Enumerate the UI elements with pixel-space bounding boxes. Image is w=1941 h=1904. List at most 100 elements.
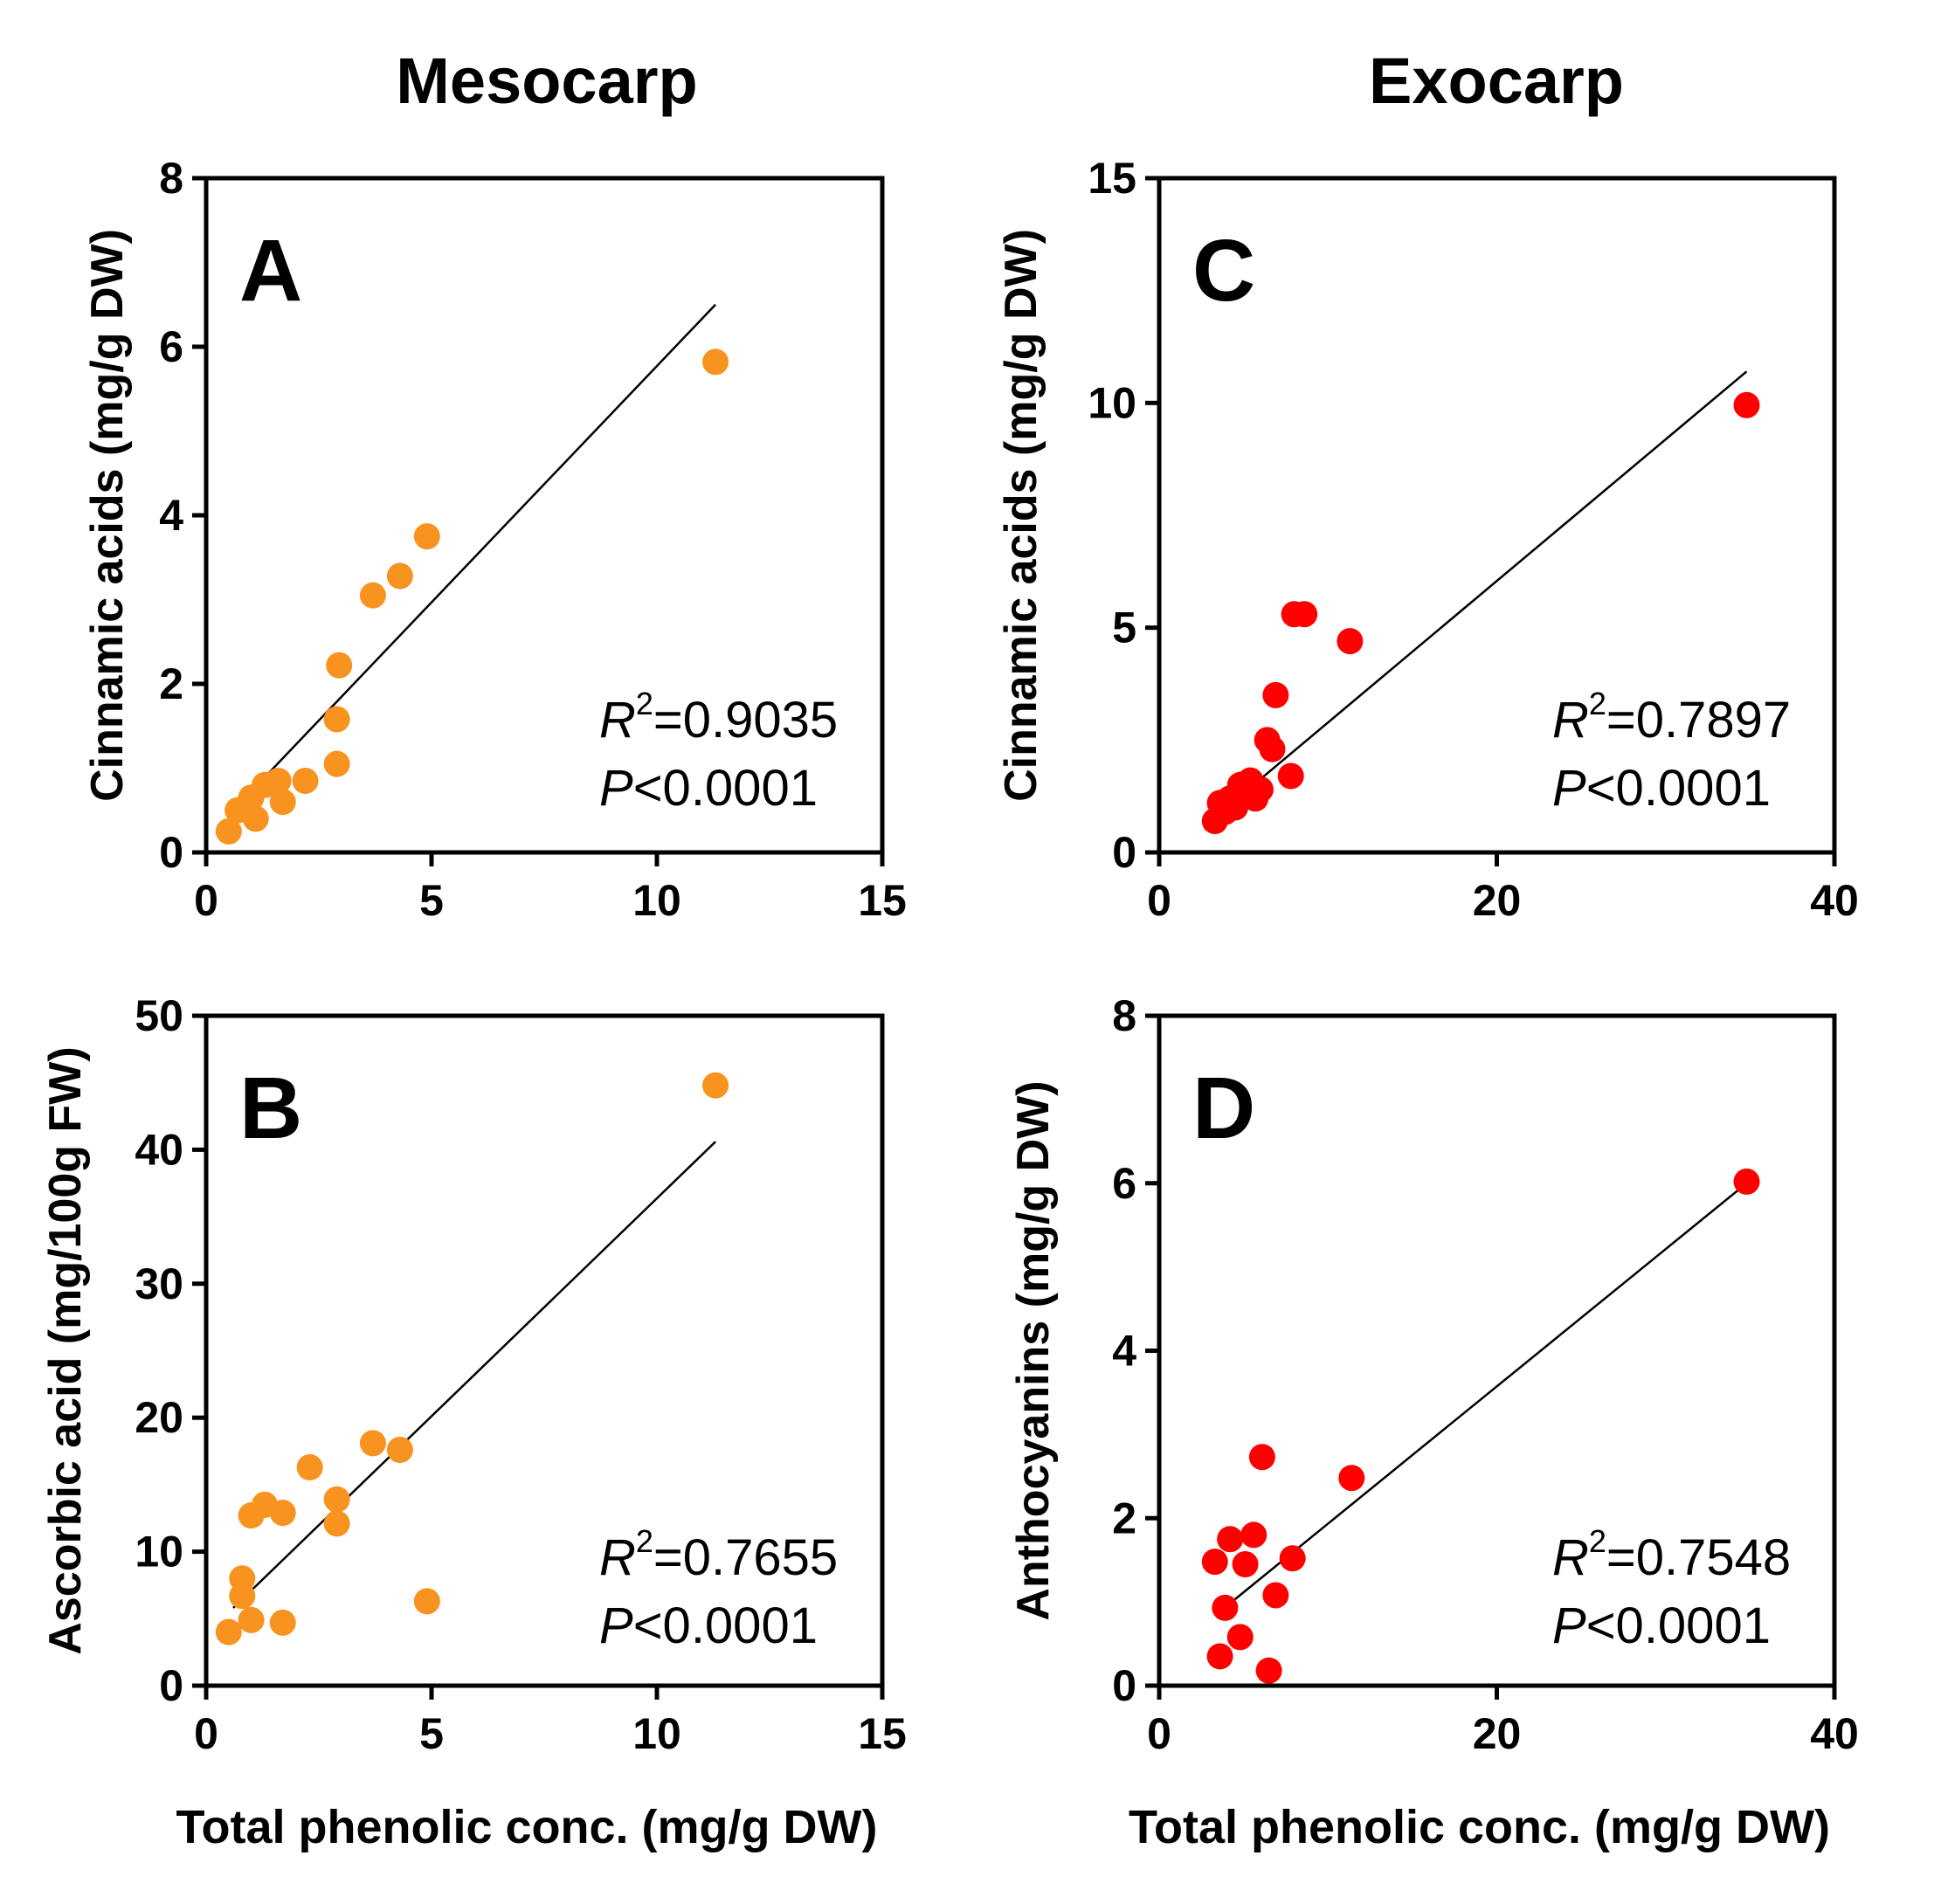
y-tick-label: 20 — [135, 1393, 183, 1442]
data-point — [323, 1510, 350, 1537]
panel-letter: C — [1192, 222, 1255, 320]
data-point — [386, 1437, 413, 1464]
data-point — [215, 817, 242, 845]
x-tick-label: 5 — [419, 876, 444, 925]
data-point — [1262, 681, 1289, 708]
y-tick-label: 50 — [135, 991, 183, 1040]
panel-b-ascorbic-mesocarp: 0 5 10 15 0 10 20 30 40 50 Ascorbic acid (mg/100g … — [40, 991, 907, 1853]
panel-letter: A — [239, 222, 302, 320]
y-tick-label: 4 — [159, 491, 183, 540]
data-point — [269, 1609, 296, 1636]
data-point — [1255, 1657, 1282, 1684]
data-point — [413, 1588, 440, 1615]
data-point — [1277, 762, 1304, 790]
p-value-annotation: P<0.0001 — [1552, 1597, 1771, 1654]
y-axis-label: Cinnamic acids (mg/g DW) — [82, 229, 133, 802]
data-point — [238, 1606, 265, 1633]
data-point — [1337, 628, 1364, 655]
x-tick-label: 20 — [1473, 876, 1522, 925]
regression-line — [1231, 1182, 1748, 1604]
data-point — [269, 1500, 296, 1527]
plot-frame — [204, 176, 885, 855]
x-tick-label: 0 — [1147, 1709, 1171, 1758]
r-squared-annotation: R2=0.9035 — [599, 686, 838, 748]
data-point — [1226, 1624, 1254, 1651]
y-axis-label: Anthocyanins (mg/g DW) — [1008, 1080, 1059, 1620]
y-tick-label: 40 — [135, 1125, 183, 1174]
y-axis-label: Ascorbic acid (mg/100g FW) — [40, 1046, 91, 1654]
y-tick-label: 6 — [159, 322, 183, 371]
x-tick-label: 15 — [858, 1709, 907, 1758]
data-point — [269, 789, 296, 816]
data-point — [1248, 1444, 1275, 1471]
y-axis-label: Cinnamic acids (mg/g DW) — [996, 229, 1046, 802]
data-point — [359, 582, 386, 609]
data-point — [215, 1618, 242, 1645]
data-point — [413, 523, 440, 550]
panel-letter: B — [239, 1059, 302, 1157]
data-point — [323, 750, 350, 777]
data-point — [1217, 1526, 1244, 1553]
x-tick-label: 5 — [419, 1709, 444, 1758]
data-point — [386, 562, 413, 590]
y-tick-label: 8 — [1112, 991, 1136, 1040]
r-squared-annotation: R2=0.7897 — [1552, 686, 1791, 748]
y-tick-label: 8 — [159, 154, 183, 203]
x-axis-label: Total phenolic conc. (mg/g DW) — [1129, 1801, 1830, 1853]
x-axis-label: Total phenolic conc. (mg/g DW) — [176, 1801, 878, 1853]
data-point — [1240, 1521, 1268, 1549]
regression-line — [232, 1141, 716, 1609]
data-point — [1206, 1643, 1233, 1670]
p-value-annotation: P<0.0001 — [599, 1597, 818, 1654]
data-point — [1262, 1582, 1289, 1609]
data-point — [1247, 776, 1274, 803]
r-squared-annotation: R2=0.7548 — [1552, 1523, 1791, 1586]
data-point — [296, 1453, 323, 1480]
y-tick-label: 5 — [1112, 604, 1136, 652]
data-point — [1201, 1549, 1228, 1576]
data-point — [1733, 1168, 1760, 1195]
column-title-exocarp: Exocarp — [1369, 45, 1624, 117]
data-point — [1338, 1465, 1365, 1492]
data-point — [702, 348, 729, 376]
x-tick-label: 0 — [194, 1709, 218, 1758]
panel-letter: D — [1192, 1059, 1255, 1157]
x-tick-label: 20 — [1473, 1709, 1522, 1758]
regression-line — [232, 303, 716, 811]
y-tick-label: 0 — [1112, 1661, 1136, 1710]
data-point — [292, 767, 319, 794]
y-tick-label: 0 — [159, 1661, 183, 1710]
x-tick-label: 10 — [632, 876, 681, 925]
y-tick-label: 2 — [159, 659, 183, 708]
data-point — [1279, 1545, 1306, 1572]
data-point — [326, 652, 353, 679]
x-tick-label: 0 — [194, 876, 218, 925]
panel-d-anthocyanins-exocarp: 0 20 40 0 2 4 6 8 Anthocyanins (mg/g DW) Total ph… — [1008, 991, 1859, 1853]
data-point — [265, 767, 292, 794]
y-tick-label: 2 — [1112, 1494, 1136, 1542]
panel-a-cinnamic-mesocarp: 0 5 10 15 0 2 4 6 8 Cinnamic acids (mg/g DW) A R2=0… — [82, 154, 907, 925]
plot-frame — [204, 1013, 885, 1688]
x-tick-label: 0 — [1147, 876, 1171, 925]
y-tick-label: 30 — [135, 1259, 183, 1308]
data-point — [1259, 735, 1286, 762]
y-tick-label: 6 — [1112, 1159, 1136, 1208]
data-point — [702, 1072, 729, 1099]
x-tick-label: 40 — [1810, 876, 1859, 925]
y-tick-label: 10 — [135, 1528, 183, 1576]
column-title-mesocarp: Mesocarp — [396, 45, 697, 117]
data-point — [323, 1486, 350, 1513]
panel-c-cinnamic-exocarp: 0 20 40 0 5 10 15 Cinnamic acids (mg/g DW) C R2=0… — [996, 154, 1859, 925]
data-point — [242, 805, 269, 832]
data-point — [1733, 391, 1760, 418]
data-point — [323, 706, 350, 733]
p-value-annotation: P<0.0001 — [1552, 760, 1771, 817]
y-tick-label: 10 — [1088, 378, 1136, 427]
data-point — [1291, 601, 1318, 628]
y-tick-label: 15 — [1088, 154, 1136, 203]
x-tick-label: 40 — [1810, 1709, 1859, 1758]
r-squared-annotation: R2=0.7655 — [599, 1523, 838, 1586]
p-value-annotation: P<0.0001 — [599, 760, 818, 817]
data-point — [359, 1430, 386, 1457]
